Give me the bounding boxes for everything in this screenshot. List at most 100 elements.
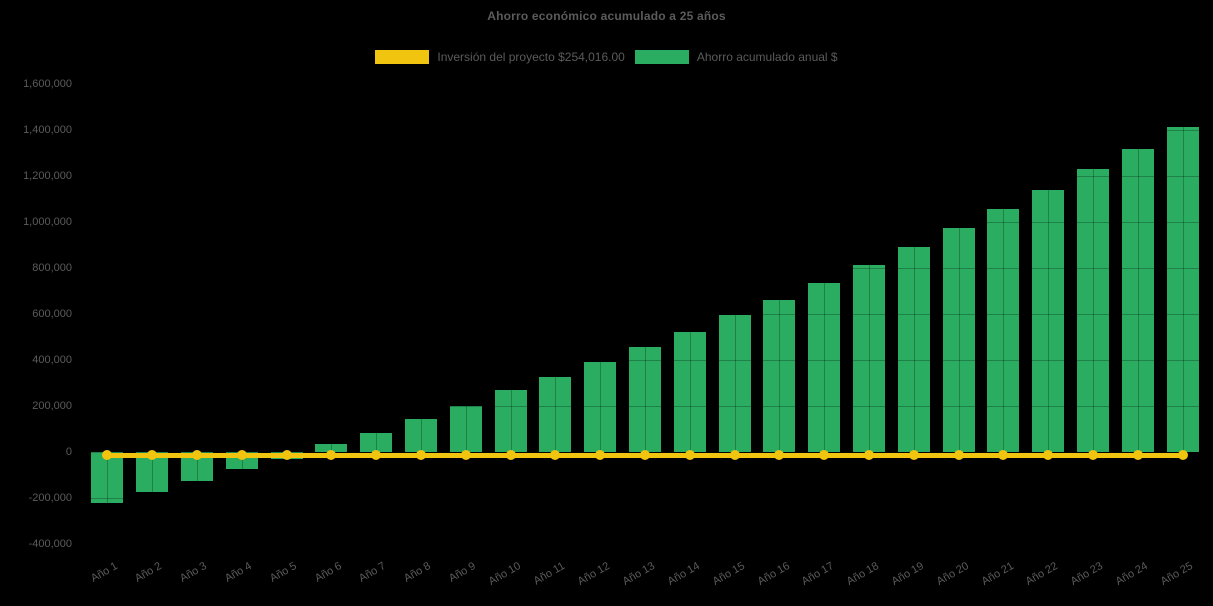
bar-ano-3 — [181, 452, 213, 481]
x-tick-label: Año 7 — [357, 560, 389, 585]
gridline-vertical — [286, 84, 288, 544]
gridline-vertical — [376, 84, 378, 544]
bar-ano-20 — [942, 227, 975, 452]
gridline-horizontal — [85, 544, 1205, 545]
investment-marker-ano-3 — [192, 450, 202, 461]
bar-ano-7 — [360, 432, 393, 452]
gridline-vertical — [555, 84, 557, 544]
bar-ano-1 — [91, 452, 124, 504]
gridline-vertical — [197, 84, 198, 544]
investment-marker-ano-14 — [684, 450, 695, 461]
investment-marker-ano-9 — [460, 450, 471, 461]
x-tick-label: Año 12 — [575, 560, 613, 588]
bar-ano-13 — [629, 347, 661, 452]
legend-swatch-inversion-yellow — [375, 50, 430, 64]
bar-ano-19 — [897, 247, 930, 452]
x-tick-label: Año 5 — [267, 560, 299, 585]
x-tick-label: Año 10 — [486, 560, 523, 588]
plot-area: Año 1 Año 2 Año 3 Año 4 Año 5 Año 6 Año 7 Año 8… — [85, 84, 1205, 606]
bar-ano-11 — [539, 377, 572, 452]
gridline-vertical — [645, 84, 646, 544]
gridline-vertical — [107, 84, 109, 544]
x-tick-label: Año 4 — [222, 560, 254, 585]
gridline-vertical — [600, 84, 602, 544]
investment-marker-ano-25 — [1177, 450, 1188, 461]
gridline-horizontal — [85, 498, 1205, 499]
gridline-vertical — [152, 84, 154, 544]
x-tick-label: Año 16 — [755, 560, 792, 588]
investment-marker-ano-5 — [281, 450, 292, 461]
gridline-vertical — [1093, 84, 1094, 544]
x-tick-label: Año 20 — [934, 560, 971, 588]
investment-marker-ano-24 — [1132, 450, 1143, 461]
gridline-horizontal — [85, 176, 1205, 177]
gridline-vertical — [1182, 84, 1184, 544]
x-tick-label: Año 24 — [1113, 560, 1150, 588]
y-tick-label: 1,400,000 — [23, 124, 72, 136]
investment-marker-ano-20 — [953, 450, 964, 461]
investment-marker-ano-4 — [236, 450, 247, 461]
gridline-vertical — [958, 84, 960, 544]
bar-ano-16 — [763, 299, 796, 452]
bar-ano-17 — [808, 282, 841, 452]
bar-ano-23 — [1077, 169, 1109, 452]
investment-marker-ano-7 — [371, 450, 382, 461]
x-tick-label: Año 19 — [889, 560, 926, 588]
gridline-vertical — [689, 84, 691, 544]
y-tick-label: 200,000 — [32, 400, 72, 412]
x-tick-label: Año 1 — [88, 560, 120, 585]
investment-marker-ano-6 — [326, 450, 337, 461]
x-tick-label: Año 11 — [531, 560, 568, 588]
bar-ano-9 — [449, 405, 482, 452]
x-tick-label: Año 13 — [620, 560, 657, 588]
y-tick-label: 600,000 — [32, 308, 72, 320]
x-tick-label: Año 23 — [1068, 560, 1105, 588]
gridline-vertical — [869, 84, 870, 544]
y-tick-label: 1,600,000 — [23, 78, 72, 90]
y-tick-label: 800,000 — [32, 262, 72, 274]
gridline-vertical — [510, 84, 512, 544]
y-tick-label: -200,000 — [28, 492, 72, 504]
gridline-horizontal — [85, 130, 1205, 131]
investment-marker-ano-21 — [998, 450, 1009, 461]
x-tick-label: Año 18 — [844, 560, 881, 588]
x-tick-label: Año 8 — [402, 560, 433, 585]
x-tick-label: Año 6 — [312, 560, 344, 585]
gridline-horizontal — [85, 222, 1205, 223]
bar-ano-12 — [584, 362, 617, 452]
investment-marker-ano-16 — [774, 450, 785, 461]
investment-marker-ano-10 — [505, 450, 516, 461]
x-tick-label: Año 3 — [178, 560, 209, 585]
x-tick-label: Año 15 — [710, 560, 747, 588]
investment-marker-ano-2 — [147, 450, 158, 461]
bar-ano-21 — [987, 209, 1020, 452]
x-tick-label: Año 14 — [665, 560, 702, 588]
gridline-vertical — [1137, 84, 1139, 544]
investment-marker-ano-23 — [1088, 450, 1098, 461]
gridline-vertical — [465, 84, 467, 544]
bar-ano-4 — [225, 452, 258, 470]
gridline-vertical — [241, 84, 243, 544]
y-tick-label: 0 — [65, 446, 72, 458]
legend-label-ahorro: Ahorro acumulado anual $ — [696, 50, 838, 64]
bar-ano-5 — [270, 452, 303, 459]
investment-marker-ano-22 — [1043, 450, 1054, 461]
investment-marker-ano-11 — [550, 450, 561, 461]
legend-item-inversion[interactable]: Inversión del proyecto $254,016.00 — [375, 50, 625, 64]
gridline-horizontal — [85, 360, 1205, 361]
gridline-horizontal — [85, 406, 1205, 407]
bar-ano-25 — [1166, 126, 1199, 452]
x-tick-label: Año 21 — [979, 560, 1016, 588]
legend-item-ahorro[interactable]: Ahorro acumulado anual $ — [634, 50, 838, 64]
bar-ano-18 — [853, 265, 885, 452]
bar-ano-6 — [315, 443, 348, 452]
bar-ano-15 — [718, 314, 751, 452]
bar-ano-10 — [494, 389, 527, 452]
gridline-vertical — [421, 84, 422, 544]
investment-marker-ano-18 — [864, 450, 874, 461]
x-tick-label: Año 22 — [1023, 560, 1061, 588]
gridline-vertical — [779, 84, 781, 544]
gridline-vertical — [1003, 84, 1005, 544]
investment-marker-ano-13 — [640, 450, 650, 461]
